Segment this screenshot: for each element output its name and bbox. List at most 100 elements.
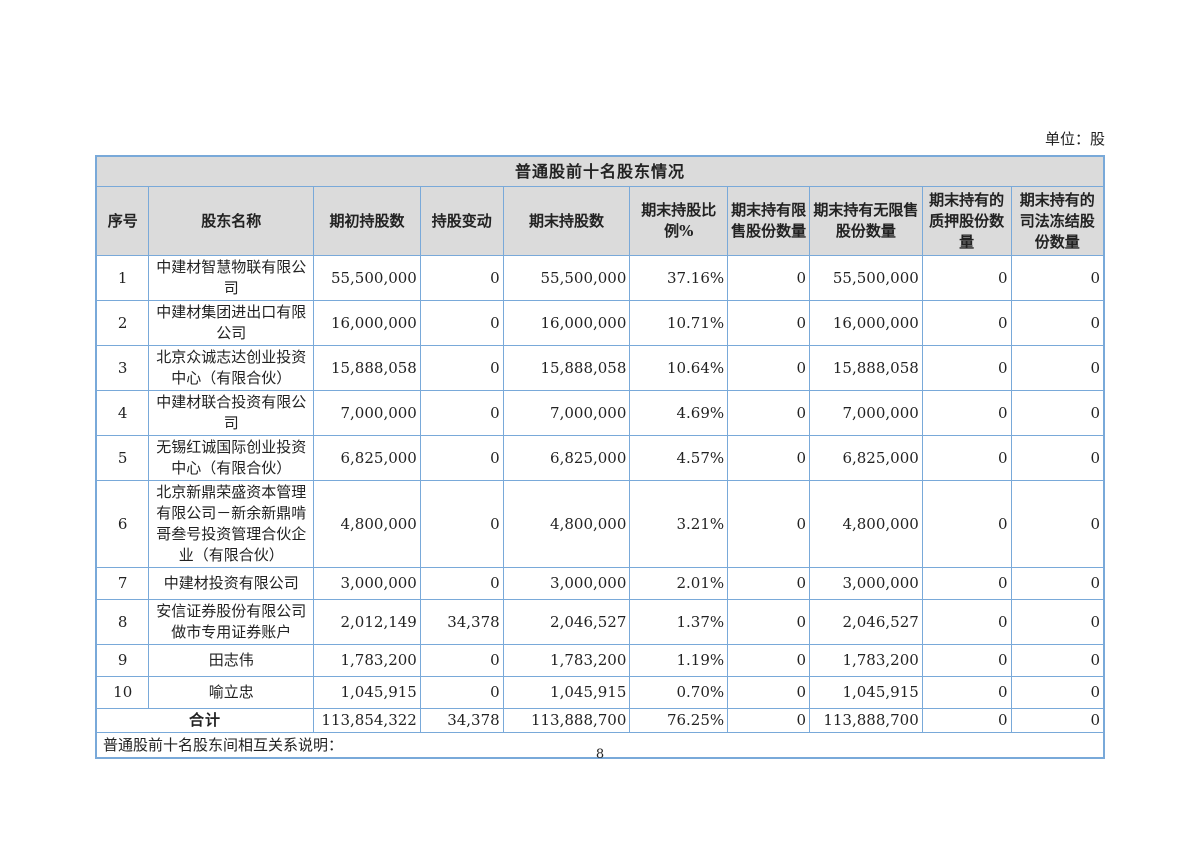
cell-pct: 3.21%: [629, 480, 729, 568]
cell-end: 15,888,058: [502, 345, 631, 391]
cell-no: 4: [95, 390, 150, 436]
cell-pct: 4.57%: [629, 435, 729, 481]
cell-pledged: 0: [921, 255, 1012, 301]
unit-label: 单位：股: [1044, 130, 1105, 148]
cell-change: 0: [419, 480, 504, 568]
cell-unrestricted: 1,783,200: [809, 644, 923, 677]
cell-unrestricted: 1,045,915: [809, 676, 923, 709]
cell-end: 3,000,000: [502, 567, 631, 600]
cell-change: 0: [419, 255, 504, 301]
cell-begin: 15,888,058: [313, 345, 421, 391]
cell-begin: 7,000,000: [313, 390, 421, 436]
column-header-6: 期末持有限售股份数量: [727, 186, 810, 256]
cell-restricted: 0: [727, 300, 810, 346]
table-title: 普通股前十名股东情况: [95, 155, 1105, 187]
cell-restricted: 0: [727, 255, 810, 301]
cell-begin: 2,012,149: [313, 599, 421, 645]
cell-no: 10: [95, 676, 150, 709]
cell-name: 中建材集团进出口有限公司: [148, 300, 315, 346]
cell-name: 北京众诚志达创业投资中心（有限合伙）: [148, 345, 315, 391]
column-header-2: 期初持股数: [313, 186, 421, 256]
page-number: 8: [595, 747, 605, 762]
cell-pledged: 0: [921, 345, 1012, 391]
cell-end: 4,800,000: [502, 480, 631, 568]
column-header-3: 持股变动: [419, 186, 504, 256]
cell-name: 喻立忠: [148, 676, 315, 709]
cell-change: 0: [419, 390, 504, 436]
cell-no: 2: [95, 300, 150, 346]
cell-no: 5: [95, 435, 150, 481]
cell-pledged: 0: [921, 676, 1012, 709]
cell-unrestricted: 55,500,000: [809, 255, 923, 301]
column-header-8: 期末持有的质押股份数量: [921, 186, 1012, 256]
total-label: 合计: [95, 708, 315, 733]
cell-no: 6: [95, 480, 150, 568]
table-row-10: 10 喻立忠 1,045,915 0 1,045,915 0.70% 0 1,045,915 0…: [95, 676, 1105, 709]
cell-unrestricted: 6,825,000: [809, 435, 923, 481]
cell-end: 16,000,000: [502, 300, 631, 346]
total-restricted: 0: [727, 708, 810, 733]
cell-restricted: 0: [727, 345, 810, 391]
cell-no: 8: [95, 599, 150, 645]
cell-frozen: 0: [1010, 644, 1105, 677]
table-row-3: 3 北京众诚志达创业投资中心（有限合伙） 15,888,058 0 15,888,058…: [95, 345, 1105, 391]
cell-pledged: 0: [921, 390, 1012, 436]
cell-frozen: 0: [1010, 345, 1105, 391]
cell-unrestricted: 15,888,058: [809, 345, 923, 391]
total-end: 113,888,700: [502, 708, 631, 733]
column-header-7: 期末持有无限售股份数量: [809, 186, 923, 256]
table-row-5: 5 无锡红诚国际创业投资中心（有限合伙） 6,825,000 0 6,825,000 4.…: [95, 435, 1105, 481]
cell-restricted: 0: [727, 676, 810, 709]
cell-unrestricted: 3,000,000: [809, 567, 923, 600]
table-row-7: 7 中建材投资有限公司 3,000,000 0 3,000,000 2.01% 0 3,000…: [95, 567, 1105, 600]
cell-restricted: 0: [727, 567, 810, 600]
cell-pledged: 0: [921, 567, 1012, 600]
total-change: 34,378: [419, 708, 504, 733]
table-header-row: 序号 股东名称 期初持股数 持股变动 期末持股数 期末持股比例% 期末持有限售股份数量 期末持…: [95, 186, 1105, 256]
cell-unrestricted: 2,046,527: [809, 599, 923, 645]
cell-end: 1,783,200: [502, 644, 631, 677]
cell-change: 0: [419, 644, 504, 677]
cell-unrestricted: 7,000,000: [809, 390, 923, 436]
cell-end: 7,000,000: [502, 390, 631, 436]
cell-change: 0: [419, 567, 504, 600]
cell-end: 2,046,527: [502, 599, 631, 645]
cell-restricted: 0: [727, 599, 810, 645]
total-frozen: 0: [1010, 708, 1105, 733]
total-unrestricted: 113,888,700: [809, 708, 923, 733]
cell-begin: 16,000,000: [313, 300, 421, 346]
cell-pct: 37.16%: [629, 255, 729, 301]
cell-begin: 3,000,000: [313, 567, 421, 600]
cell-change: 34,378: [419, 599, 504, 645]
cell-restricted: 0: [727, 644, 810, 677]
cell-no: 3: [95, 345, 150, 391]
cell-name: 安信证券股份有限公司做市专用证券账户: [148, 599, 315, 645]
table-note-row: 普通股前十名股东间相互关系说明：: [95, 732, 1105, 759]
cell-pct: 4.69%: [629, 390, 729, 436]
cell-restricted: 0: [727, 480, 810, 568]
cell-pct: 10.71%: [629, 300, 729, 346]
cell-no: 7: [95, 567, 150, 600]
cell-no: 9: [95, 644, 150, 677]
shareholders-table: 普通股前十名股东情况 序号 股东名称 期初持股数 持股变动 期末持股数 期末持股比例% 期末…: [95, 155, 1105, 759]
cell-end: 55,500,000: [502, 255, 631, 301]
table-row-2: 2 中建材集团进出口有限公司 16,000,000 0 16,000,000 10.71%…: [95, 300, 1105, 346]
cell-pledged: 0: [921, 644, 1012, 677]
column-header-1: 股东名称: [148, 186, 315, 256]
cell-end: 1,045,915: [502, 676, 631, 709]
cell-restricted: 0: [727, 390, 810, 436]
cell-frozen: 0: [1010, 599, 1105, 645]
cell-unrestricted: 16,000,000: [809, 300, 923, 346]
cell-begin: 4,800,000: [313, 480, 421, 568]
total-pledged: 0: [921, 708, 1012, 733]
table-row-1: 1 中建材智慧物联有限公司 55,500,000 0 55,500,000 37.16% 0…: [95, 255, 1105, 301]
column-header-4: 期末持股数: [502, 186, 631, 256]
cell-pledged: 0: [921, 435, 1012, 481]
table-row-4: 4 中建材联合投资有限公司 7,000,000 0 7,000,000 4.69% 0 7,0…: [95, 390, 1105, 436]
cell-frozen: 0: [1010, 676, 1105, 709]
cell-begin: 55,500,000: [313, 255, 421, 301]
column-header-0: 序号: [95, 186, 150, 256]
cell-name: 无锡红诚国际创业投资中心（有限合伙）: [148, 435, 315, 481]
cell-pct: 1.19%: [629, 644, 729, 677]
